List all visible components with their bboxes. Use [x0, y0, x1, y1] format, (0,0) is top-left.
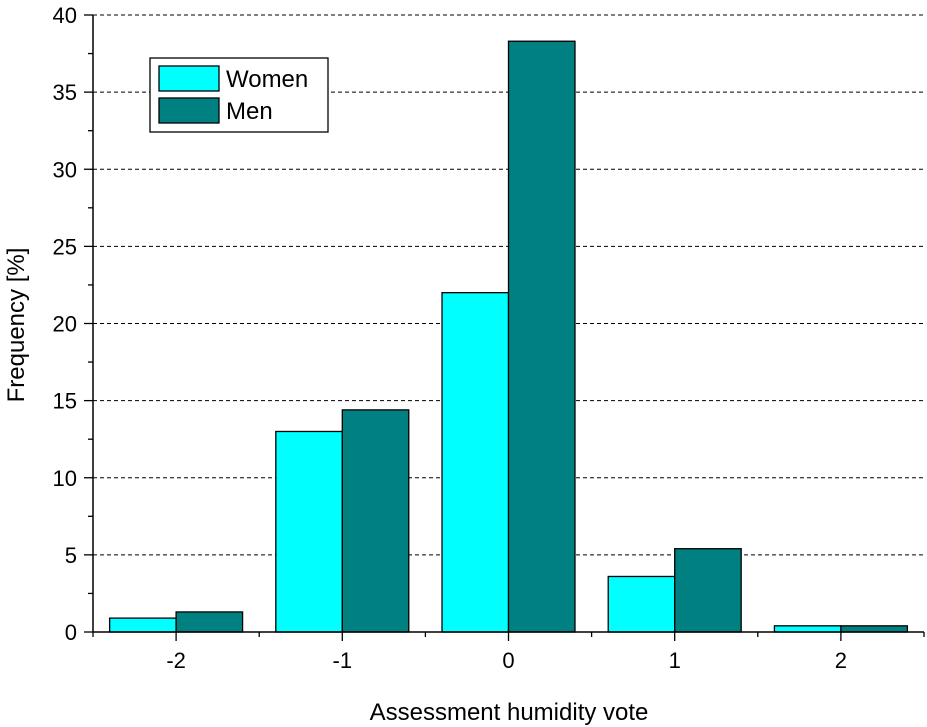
y-tick-label-40: 40 [53, 3, 77, 28]
legend-label-men: Men [226, 98, 273, 125]
bar-women--1 [275, 430, 343, 633]
x-tick-label-0: 0 [502, 648, 514, 673]
bar-men-1 [674, 548, 742, 633]
y-tick-label-0: 0 [65, 620, 77, 645]
bar-men--1 [341, 409, 410, 633]
x-tick-label-2: 2 [835, 648, 847, 673]
bars [108, 40, 909, 633]
bar-men--2 [175, 611, 244, 633]
legend-swatch-men [158, 97, 220, 124]
x-tick-label--2: -2 [166, 648, 186, 673]
y-tick-label-25: 25 [53, 234, 77, 259]
ticks: 0 5 10 15 20 25 30 35 40 -2 -1 0 1 2 [53, 3, 925, 673]
y-tick-label-10: 10 [53, 466, 77, 491]
bar-men-2 [840, 625, 909, 633]
y-axis-title: Frequency [%] [3, 248, 30, 403]
bar-women--2 [108, 617, 177, 633]
bar-women-2 [773, 625, 842, 633]
legend-label-women: Women [226, 66, 308, 93]
y-tick-label-5: 5 [65, 543, 77, 568]
x-axis-title: Assessment humidity vote [370, 699, 649, 726]
y-tick-label-30: 30 [53, 157, 77, 182]
legend: Women Men [149, 57, 329, 133]
y-tick-label-20: 20 [53, 312, 77, 337]
x-tick-label-1: 1 [669, 648, 681, 673]
bar-women-0 [441, 291, 510, 633]
x-tick-label--1: -1 [333, 648, 353, 673]
y-tick-label-15: 15 [53, 389, 77, 414]
bar-men-0 [507, 40, 576, 633]
bar-women-1 [607, 575, 676, 633]
legend-swatch-women [158, 65, 220, 92]
y-tick-label-35: 35 [53, 80, 77, 105]
